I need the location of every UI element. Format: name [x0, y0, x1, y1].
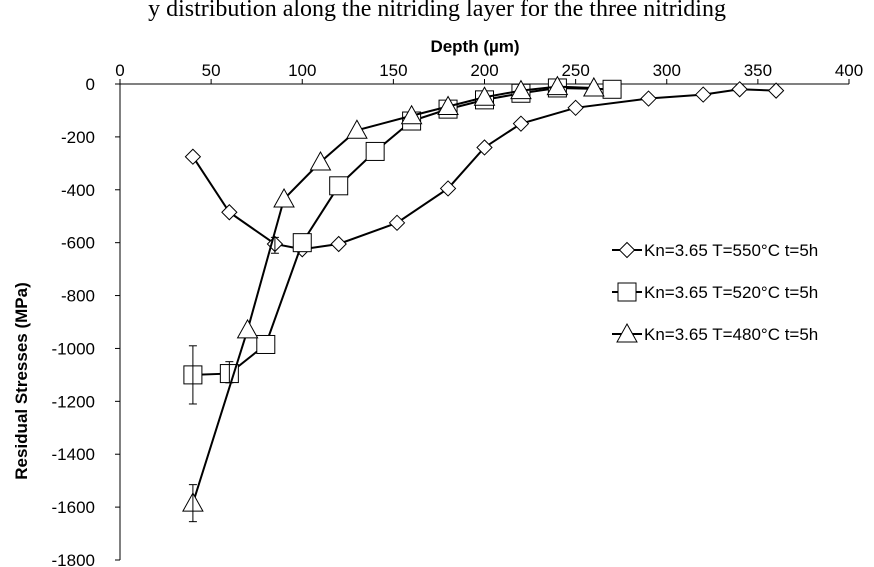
data-point-diamond — [388, 214, 406, 232]
data-point-diamond — [330, 235, 347, 253]
data-point-diamond — [221, 204, 238, 221]
x-tick-label: 250 — [561, 61, 589, 80]
x-tick-label: 400 — [835, 61, 863, 80]
x-axis: 0 50 100 150 200 250 300 350 400 — [115, 61, 863, 85]
data-point-diamond — [731, 81, 748, 98]
series-line-diamond — [192, 88, 777, 251]
y-tick-label: -1000 — [52, 339, 95, 358]
top-caption-text: y distribution along the nitriding layer… — [148, 0, 726, 22]
x-tick-label: 150 — [379, 61, 407, 80]
y-axis: 0 -200 -400 -600 -800 -1000 -1200 -1400 -1600 -18… — [52, 75, 121, 567]
legend-marker-square — [617, 282, 637, 302]
data-point-diamond — [767, 82, 785, 99]
data-point-triangle — [473, 86, 496, 106]
x-tick-label: 350 — [744, 61, 772, 80]
x-tick-label: 100 — [288, 61, 316, 80]
data-point-diamond — [694, 86, 712, 103]
x-tick-label: 0 — [115, 61, 124, 80]
data-point-diamond — [184, 148, 202, 165]
legend-marker-triangle — [616, 322, 638, 343]
x-axis-title: Depth (µm) — [430, 37, 519, 56]
legend-item-triangle: Kn=3.65 T=480°C t=5h — [612, 322, 818, 344]
legend-item-square: Kn=3.65 T=520°C t=5h — [612, 282, 818, 302]
series-line-triangle — [191, 85, 594, 504]
data-point-diamond — [512, 115, 530, 132]
data-point-diamond — [567, 99, 584, 117]
y-tick-label: -1200 — [52, 392, 95, 411]
legend-item-diamond: Kn=3.65 T=550°C t=5h — [612, 241, 818, 260]
data-point-triangle — [546, 75, 569, 96]
data-point-diamond — [439, 180, 457, 197]
data-point-square — [256, 334, 276, 354]
data-point-triangle — [400, 104, 423, 125]
data-point-triangle — [273, 188, 295, 208]
data-point-triangle — [437, 95, 459, 115]
data-point-triangle — [309, 150, 332, 171]
x-tick-label: 50 — [202, 61, 221, 80]
y-tick-label: -800 — [61, 287, 95, 306]
data-point-triangle — [583, 76, 605, 97]
x-tick-label: 300 — [653, 61, 681, 80]
error-bars — [188, 236, 279, 523]
legend-marker-diamond — [618, 241, 636, 259]
legend-label: Kn=3.65 T=550°C t=5h — [644, 241, 818, 260]
data-point-square — [329, 176, 349, 196]
legend-label: Kn=3.65 T=480°C t=5h — [644, 325, 818, 344]
y-tick-label: 0 — [86, 75, 95, 94]
data-point-square — [602, 79, 622, 99]
series-layer — [182, 75, 785, 523]
series-triangle — [182, 75, 605, 512]
y-tick-label: -400 — [61, 181, 95, 200]
y-tick-label: -1800 — [52, 551, 95, 567]
y-tick-label: -1600 — [52, 498, 95, 517]
y-tick-label: -600 — [61, 234, 95, 253]
data-point-diamond — [640, 90, 657, 107]
data-point-triangle — [346, 119, 368, 139]
data-point-square — [292, 233, 312, 253]
data-point-triangle — [510, 79, 532, 100]
data-point-diamond — [476, 139, 493, 156]
y-axis-title: Residual Stresses (MPa) — [12, 282, 31, 479]
legend: Kn=3.65 T=550°C t=5h Kn=3.65 T=520°C t=5h… — [612, 241, 818, 344]
legend-label: Kn=3.65 T=520°C t=5h — [644, 283, 818, 302]
data-point-square — [365, 141, 385, 161]
x-tick-label: 200 — [470, 61, 498, 80]
y-tick-label: -200 — [61, 128, 95, 147]
data-point-triangle — [236, 318, 259, 339]
y-tick-label: -1400 — [52, 445, 95, 464]
